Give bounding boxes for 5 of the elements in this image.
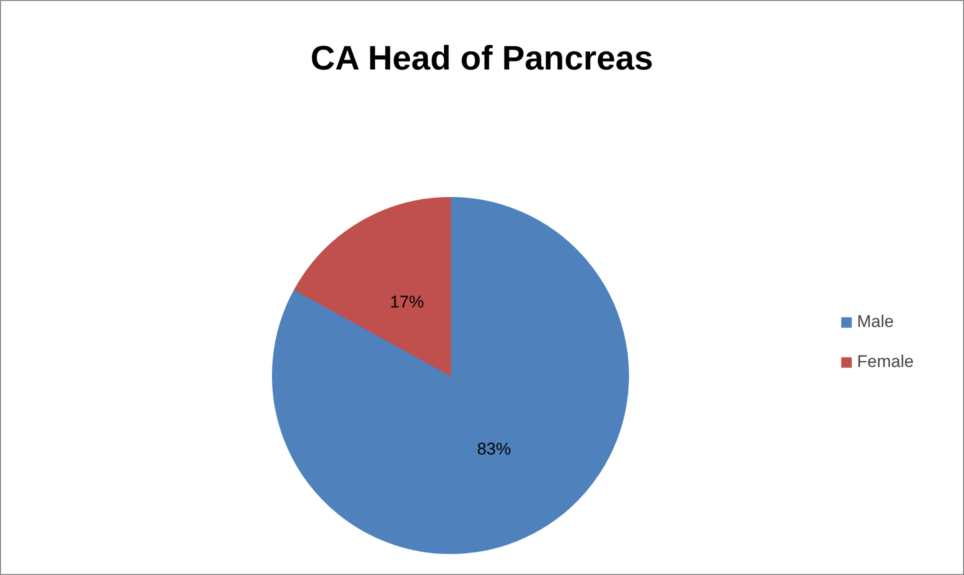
data-label: 83% [476, 440, 512, 459]
legend-label: Female [857, 352, 914, 372]
data-label: 17% [390, 292, 424, 312]
chart-title: CA Head of Pancreas [310, 40, 654, 78]
legend-label: Male [857, 312, 894, 332]
